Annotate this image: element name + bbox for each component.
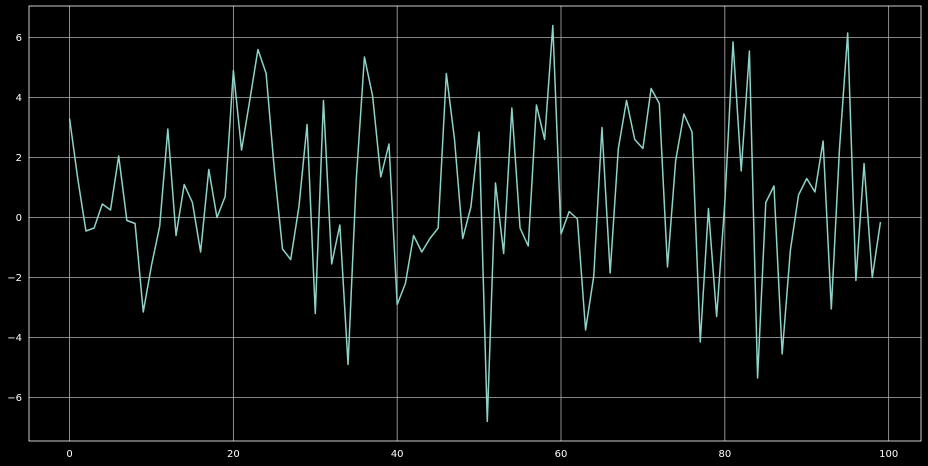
y-tick-label: 6 bbox=[16, 33, 22, 44]
x-tick-labels: 0 20 40 60 80 100 bbox=[66, 449, 898, 460]
y-tick-label: 0 bbox=[16, 213, 22, 224]
y-tick-label: −6 bbox=[7, 393, 22, 404]
y-tick-labels: −6 −4 −2 0 2 4 6 bbox=[7, 33, 22, 404]
x-tick-label: 0 bbox=[66, 449, 72, 460]
y-tick-label: 4 bbox=[16, 93, 22, 104]
x-tick-label: 60 bbox=[555, 449, 568, 460]
y-tick-label: −4 bbox=[7, 333, 22, 344]
x-tick-label: 20 bbox=[227, 449, 240, 460]
axes-frame bbox=[28, 5, 922, 442]
plot-area bbox=[29, 6, 921, 441]
gridlines bbox=[29, 6, 921, 441]
x-tick-label: 80 bbox=[718, 449, 731, 460]
x-tick-label: 100 bbox=[879, 449, 898, 460]
x-tick-label: 40 bbox=[391, 449, 404, 460]
y-tick-label: −2 bbox=[7, 273, 22, 284]
y-tick-label: 2 bbox=[16, 153, 22, 164]
series-line bbox=[68, 24, 882, 423]
